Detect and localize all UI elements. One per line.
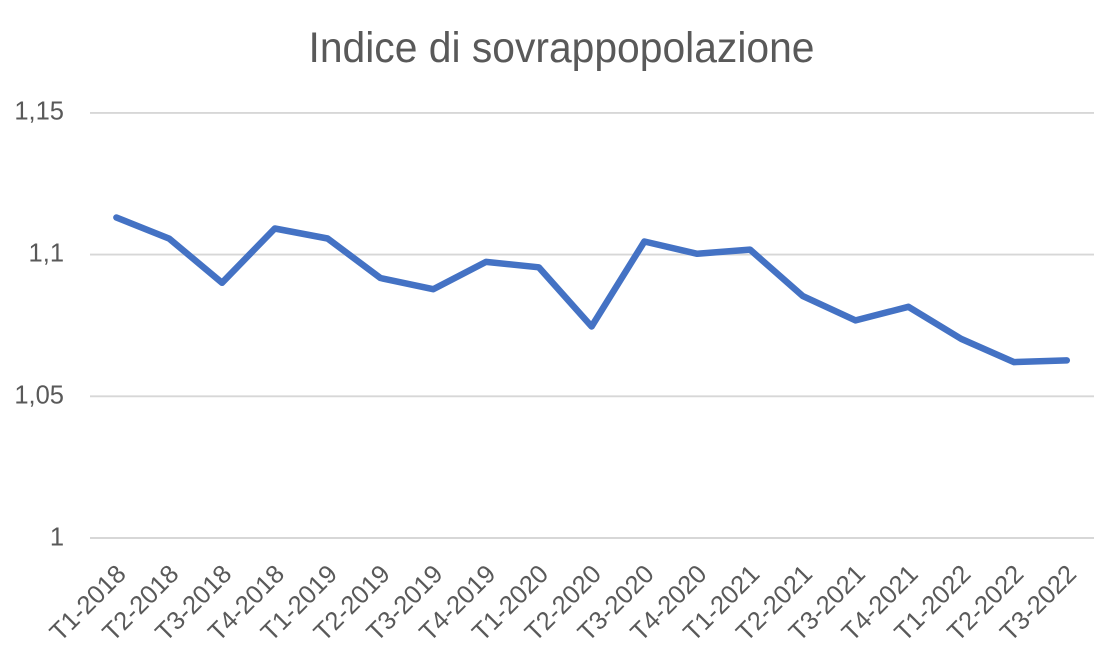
svg-text:1,05: 1,05 xyxy=(14,382,64,410)
svg-text:1,15: 1,15 xyxy=(14,98,64,126)
svg-text:Indice di sovrappopolazione: Indice di sovrappopolazione xyxy=(309,24,815,72)
svg-text:1: 1 xyxy=(50,524,64,552)
svg-text:1,1: 1,1 xyxy=(29,240,64,268)
